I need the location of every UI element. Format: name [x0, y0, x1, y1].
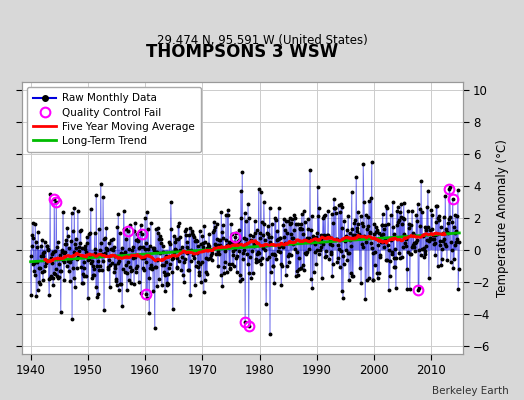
Text: 29.474 N, 95.591 W (United States): 29.474 N, 95.591 W (United States) [157, 34, 367, 47]
Y-axis label: Temperature Anomaly (°C): Temperature Anomaly (°C) [496, 139, 509, 297]
Text: Berkeley Earth: Berkeley Earth [432, 386, 508, 396]
Title: THOMPSONS 3 WSW: THOMPSONS 3 WSW [146, 43, 339, 61]
Legend: Raw Monthly Data, Quality Control Fail, Five Year Moving Average, Long-Term Tren: Raw Monthly Data, Quality Control Fail, … [27, 87, 201, 152]
